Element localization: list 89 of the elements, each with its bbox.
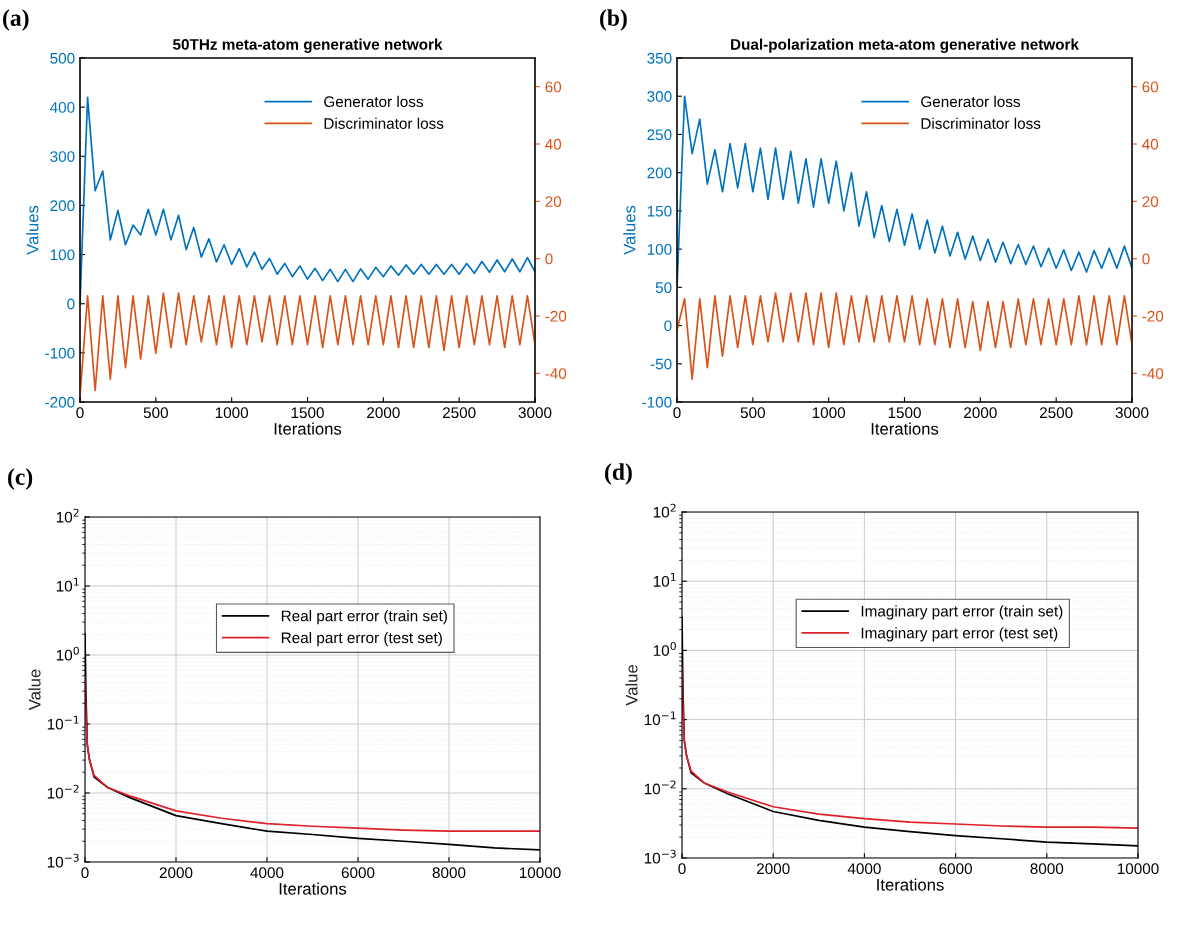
x-axis-title: Iterations xyxy=(279,882,347,895)
y-tick-label: -100 xyxy=(642,396,672,408)
legend-label: Imaginary part error (train set) xyxy=(861,605,1063,620)
y-axis-title: Values xyxy=(623,205,636,255)
x-tick-label: 0 xyxy=(678,863,686,875)
legend-label: Real part error (test set) xyxy=(281,631,442,647)
y-tick-label: 10$^{0}$ xyxy=(56,646,79,661)
x-tick-label: 1500 xyxy=(291,407,324,419)
y-tick-label: 50 xyxy=(655,282,672,294)
y2-tick-label: 20 xyxy=(545,196,562,208)
y-tick-label: 10$^{0}$ xyxy=(653,642,676,656)
y2-tick-label: 40 xyxy=(1142,138,1159,150)
y2-tick-label: 60 xyxy=(545,81,562,93)
chart-title: 50THz meta-atom generative network xyxy=(172,38,443,53)
x-tick-label: 2000 xyxy=(964,407,997,419)
text: (d) xyxy=(605,463,632,485)
y-tick-label: 0 xyxy=(664,320,672,332)
legend-label: Generator loss xyxy=(324,95,424,108)
y2-tick-label: -20 xyxy=(545,310,567,322)
y-axis-title: Value xyxy=(625,665,638,706)
x-tick-label: 2000 xyxy=(756,863,790,875)
x-tick-label: 10000 xyxy=(519,867,561,879)
y2-tick-label: 40 xyxy=(545,138,562,150)
x-tick-label: 1500 xyxy=(888,407,921,419)
y-axis-title: Value xyxy=(28,669,41,711)
y-tick-label: 10$^{−1}$ xyxy=(644,711,676,726)
y-tick-label: -50 xyxy=(650,358,672,370)
x-tick-label: 3000 xyxy=(1115,407,1149,419)
y-tick-label: 0 xyxy=(67,298,75,310)
x-tick-label: 2500 xyxy=(442,407,476,419)
y-tick-label: 350 xyxy=(647,52,672,64)
x-tick-label: 3000 xyxy=(518,407,552,419)
x-tick-label: 6000 xyxy=(341,867,375,879)
legend-label: Imaginary part error (test set) xyxy=(861,627,1058,642)
y-tick-label: 200 xyxy=(647,167,672,179)
y-tick-label: 300 xyxy=(647,91,672,102)
y-tick-label: 500 xyxy=(50,52,75,64)
x-tick-label: 8000 xyxy=(1030,863,1064,875)
y-tick-label: 10$^{1}$ xyxy=(653,572,676,587)
x-axis-title: Iterations xyxy=(871,422,939,435)
y-tick-label: 100 xyxy=(647,243,672,255)
legend-label: Discriminator loss xyxy=(324,117,444,129)
y-tick-label: 10$^{1}$ xyxy=(56,577,79,592)
y-tick-label: 250 xyxy=(647,129,672,141)
y-tick-label: 300 xyxy=(50,151,75,162)
x-tick-label: 8000 xyxy=(432,867,466,879)
x-axis-title: Iterations xyxy=(877,878,944,891)
y-tick-label: 150 xyxy=(647,205,672,217)
x-tick-label: 10000 xyxy=(1117,863,1159,875)
y-tick-label: 100 xyxy=(50,249,75,261)
y2-tick-label: -40 xyxy=(545,368,567,380)
x-tick-label: 2000 xyxy=(367,407,400,419)
legend-label: Discriminator loss xyxy=(921,117,1041,129)
legend-label: Generator loss xyxy=(921,95,1021,108)
y-tick-label: 10$^{−2}$ xyxy=(644,780,676,795)
y2-tick-label: -20 xyxy=(1142,310,1164,322)
x-tick-label: 1000 xyxy=(215,407,249,419)
y-tick-label: 10$^{−1}$ xyxy=(47,715,79,730)
y-tick-label: 10$^{2}$ xyxy=(56,508,79,523)
x-tick-label: 2000 xyxy=(159,867,193,879)
x-tick-label: 1000 xyxy=(812,407,846,419)
y-axis-title: Values xyxy=(26,205,39,255)
y-tick-label: 10$^{−3}$ xyxy=(644,849,676,864)
x-tick-label: 500 xyxy=(143,407,168,419)
y-tick-label: 10$^{−2}$ xyxy=(47,784,79,799)
x-tick-label: 4000 xyxy=(250,867,284,879)
y-tick-label: 10$^{2}$ xyxy=(653,503,676,518)
y2-tick-label: -40 xyxy=(1142,368,1164,380)
y-tick-label: -200 xyxy=(45,396,75,408)
x-tick-label: 4000 xyxy=(847,863,881,875)
x-axis-title: Iterations xyxy=(274,422,342,435)
chart-title: Dual-polarization meta-atom generative network xyxy=(731,38,1079,53)
text: (a) xyxy=(3,9,29,31)
x-tick-label: 0 xyxy=(81,867,89,879)
y-tick-label: 200 xyxy=(50,200,75,212)
y2-tick-label: 20 xyxy=(1142,196,1159,208)
text: (c) xyxy=(8,468,33,490)
text: (b) xyxy=(600,9,627,31)
legend-label: Real part error (train set) xyxy=(281,610,447,625)
line-series xyxy=(677,292,1132,380)
y2-tick-label: 60 xyxy=(1142,81,1159,93)
y2-tick-label: 0 xyxy=(545,253,553,265)
x-tick-label: 6000 xyxy=(939,863,972,875)
y-tick-label: -100 xyxy=(45,347,75,359)
y-tick-label: 10$^{−3}$ xyxy=(47,853,79,868)
y2-tick-label: 0 xyxy=(1142,253,1150,265)
y-tick-label: 400 xyxy=(50,102,75,113)
x-tick-label: 500 xyxy=(740,407,765,419)
x-tick-label: 2500 xyxy=(1039,407,1073,419)
